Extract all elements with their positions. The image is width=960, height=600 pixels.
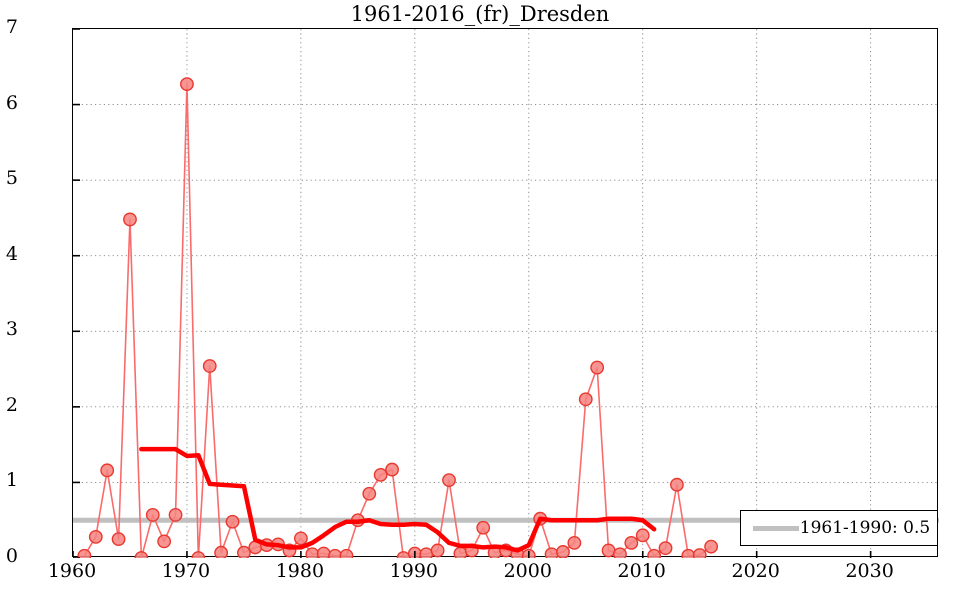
data-point: [385, 462, 399, 477]
y-tick-label: 3: [5, 318, 18, 341]
data-point: [180, 77, 194, 92]
data-point: [214, 545, 229, 558]
y-tick-label: 4: [5, 242, 18, 265]
data-point: [419, 547, 434, 558]
data-point: [123, 212, 137, 227]
data-point: [100, 463, 115, 478]
data-point: [430, 543, 445, 558]
plot-area: [72, 28, 939, 558]
data-point: [476, 520, 491, 535]
y-tick-label: 1: [5, 469, 18, 492]
data-point: [339, 548, 354, 558]
data-point: [202, 359, 217, 373]
data-point: [191, 551, 206, 558]
data-point: [316, 546, 331, 558]
data-point: [225, 514, 240, 529]
legend-label-reference-line: 1961-1990: 0.5: [799, 518, 931, 538]
data-point: [624, 535, 639, 550]
data-point: [328, 548, 342, 558]
series-line-snow: [83, 83, 712, 558]
data-point: [635, 528, 650, 543]
y-tick-label: 5: [5, 167, 18, 190]
x-tick-label: 1990: [389, 560, 438, 582]
y-tick-label: 2: [5, 393, 18, 416]
data-point: [601, 543, 616, 558]
data-point: [157, 534, 172, 549]
data-point: [567, 535, 582, 550]
data-point: [658, 541, 673, 556]
data-point: [168, 508, 183, 522]
x-tick-label: 2020: [731, 560, 780, 582]
series-line-moving-average: [139, 446, 657, 553]
chart-title: 1961-2016_(fr)_Dresden: [350, 2, 610, 26]
y-tick-label: 0: [5, 545, 18, 567]
data-point: [293, 531, 308, 546]
y-tick-label: 7: [5, 16, 18, 38]
x-tick-label: 2000: [503, 560, 552, 582]
data-point: [670, 477, 684, 492]
data-point: [453, 546, 468, 558]
data-point: [134, 551, 149, 558]
data-point: [544, 547, 559, 558]
data-point: [373, 467, 388, 482]
data-point: [111, 532, 126, 547]
data-point: [590, 360, 605, 375]
x-tick-label: 1970: [161, 560, 211, 582]
data-point: [681, 548, 696, 558]
chart-canvas: [73, 29, 939, 558]
data-point: [647, 548, 662, 558]
data-point: [442, 473, 456, 488]
data-point: [692, 548, 707, 558]
data-point: [88, 529, 103, 544]
x-tick-label: 1960: [47, 560, 97, 582]
legend-swatch-reference-line: [753, 525, 799, 531]
data-point: [704, 539, 719, 554]
series-markers-snow: [77, 77, 719, 558]
data-point: [396, 551, 411, 558]
data-point: [145, 508, 160, 522]
x-tick-label: 2030: [845, 560, 894, 582]
data-point: [237, 545, 251, 558]
data-point: [613, 547, 627, 558]
y-tick-label: 6: [5, 91, 18, 114]
x-tick-label: 1980: [275, 560, 325, 582]
x-tick-label: 2010: [617, 560, 666, 582]
data-point: [578, 392, 593, 407]
data-point: [77, 548, 92, 558]
data-point: [305, 547, 320, 558]
chart-legend: 1961-1990: 0.5: [740, 510, 938, 546]
data-point: [556, 545, 570, 558]
data-point: [362, 486, 377, 501]
